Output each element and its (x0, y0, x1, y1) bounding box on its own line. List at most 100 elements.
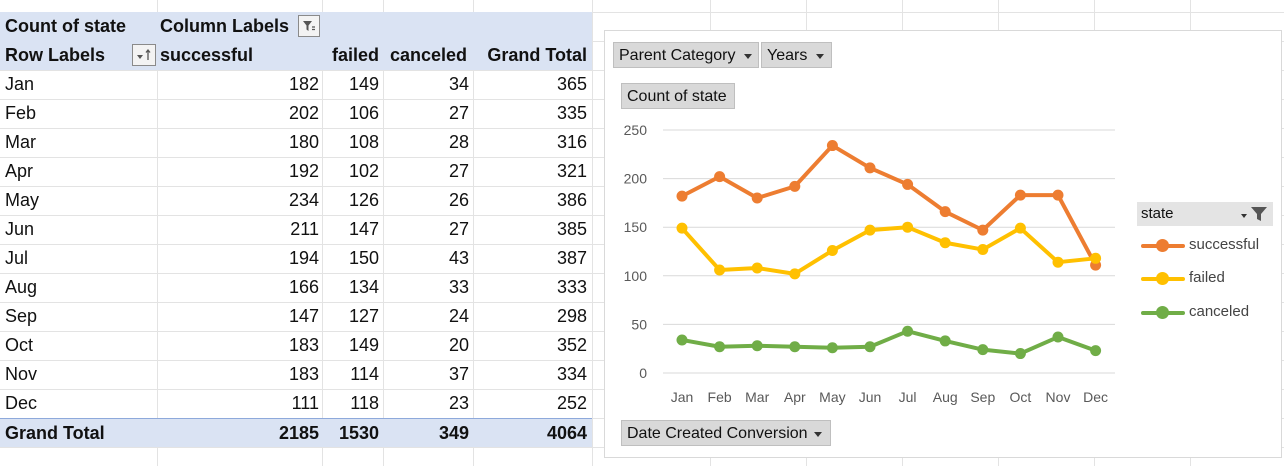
legend-label: canceled (1189, 303, 1250, 320)
chart-plot-area: 0 50 100 150 200 250 Jan Feb Mar Apr May Jun Jul Aug S… (624, 122, 1115, 405)
x-tick-label: Dec (1083, 389, 1108, 405)
row-label[interactable]: Nov (5, 364, 38, 384)
data-point-successful[interactable] (789, 180, 801, 192)
filter-dropdown-icon[interactable] (1239, 205, 1269, 223)
data-point-successful[interactable] (939, 206, 951, 218)
row-label[interactable]: Jul (5, 248, 29, 268)
pivot-value-cell: 149 (348, 335, 379, 355)
pivot-value-cell: 106 (348, 103, 379, 123)
data-point-failed[interactable] (1052, 256, 1064, 268)
data-point-canceled[interactable] (902, 325, 914, 337)
data-point-canceled[interactable] (826, 342, 838, 354)
data-point-successful[interactable] (751, 192, 763, 204)
pivot-value-cell: 37 (448, 364, 469, 384)
row-label[interactable]: Aug (5, 277, 38, 297)
data-point-failed[interactable] (902, 221, 914, 233)
pivot-row-aug: Aug 166 134 33 333 (0, 273, 592, 302)
x-tick-label: Jun (859, 389, 882, 405)
data-point-successful[interactable] (977, 224, 989, 236)
data-point-canceled[interactable] (789, 341, 801, 353)
data-point-successful[interactable] (864, 162, 876, 174)
data-point-failed[interactable] (789, 268, 801, 280)
data-point-failed[interactable] (676, 222, 688, 234)
pivot-row-feb: Feb 202 106 27 335 (0, 99, 592, 128)
column-header-failed[interactable]: failed (331, 45, 379, 65)
chevron-down-icon (744, 54, 752, 59)
row-label[interactable]: Jun (5, 219, 35, 239)
data-point-failed[interactable] (751, 262, 763, 274)
data-point-failed[interactable] (826, 245, 838, 257)
column-header-canceled[interactable]: canceled (389, 45, 467, 65)
pivot-value-cell: 114 (350, 364, 379, 384)
pivot-row-jan: Jan 182 149 34 365 (0, 70, 592, 99)
column-header-grand-total: Grand Total (487, 45, 587, 65)
row-label[interactable]: Sep (5, 306, 38, 326)
pivot-value-cell: 316 (556, 132, 587, 152)
pivot-value-cell: 298 (556, 306, 587, 326)
row-sort-icon[interactable] (132, 44, 156, 66)
years-filter-button[interactable]: Years (761, 42, 832, 68)
y-tick-label: 100 (624, 268, 648, 284)
series-line-successful[interactable] (680, 143, 1098, 268)
pivot-row-labels[interactable]: Row Labels (5, 45, 106, 65)
data-point-failed[interactable] (977, 244, 989, 256)
data-point-canceled[interactable] (977, 344, 989, 356)
pivot-value-cell: 23 (448, 393, 469, 413)
parent-category-filter-button[interactable]: Parent Category (613, 42, 759, 68)
x-tick-label: May (819, 389, 845, 405)
data-point-canceled[interactable] (751, 340, 763, 352)
total-canceled: 349 (438, 423, 469, 443)
column-header-successful[interactable]: successful (160, 45, 254, 65)
date-created-conversion-button[interactable]: Date Created Conversion (621, 420, 831, 446)
data-point-canceled[interactable] (714, 341, 726, 353)
y-tick-label: 50 (631, 316, 647, 332)
chevron-down-icon (816, 54, 824, 59)
pivot-value-field[interactable]: Count of state (5, 16, 126, 36)
data-point-canceled[interactable] (1090, 345, 1102, 357)
data-point-failed[interactable] (1090, 252, 1102, 264)
data-point-canceled[interactable] (1052, 331, 1064, 343)
pivot-value-cell: 386 (556, 190, 587, 210)
legend-title[interactable]: state (1137, 202, 1273, 226)
data-point-canceled[interactable] (1014, 348, 1026, 360)
row-label[interactable]: Oct (5, 335, 34, 355)
data-point-canceled[interactable] (864, 341, 876, 353)
data-point-successful[interactable] (676, 190, 688, 202)
data-point-successful[interactable] (1052, 189, 1064, 201)
pivot-grand-total-row: Grand Total 2185 1530 349 4064 (0, 418, 592, 447)
row-label[interactable]: Feb (5, 103, 37, 123)
row-label[interactable]: May (5, 190, 40, 210)
data-point-failed[interactable] (939, 237, 951, 249)
data-point-successful[interactable] (826, 140, 838, 152)
count-of-state-field-button[interactable]: Count of state (621, 83, 735, 109)
series-line-canceled[interactable] (680, 329, 1098, 356)
data-point-successful[interactable] (1014, 189, 1026, 201)
pivot-value-cell: 180 (288, 132, 319, 152)
data-point-successful[interactable] (714, 171, 726, 183)
y-tick-label: 150 (624, 219, 648, 235)
row-label[interactable]: Mar (5, 132, 36, 152)
pivot-value-cell: 27 (448, 219, 469, 239)
row-label[interactable]: Apr (5, 161, 34, 181)
row-label[interactable]: Dec (5, 393, 38, 413)
data-point-successful[interactable] (902, 178, 914, 190)
data-point-canceled[interactable] (939, 335, 951, 347)
data-point-failed[interactable] (864, 224, 876, 236)
data-point-failed[interactable] (1014, 222, 1026, 234)
pivot-chart[interactable]: 0 50 100 150 200 250 Jan Feb Mar Apr May Jun Jul Aug S… (604, 30, 1282, 458)
series-line-failed[interactable] (680, 225, 1098, 276)
column-filter-icon[interactable] (298, 15, 320, 37)
pivot-value-cell: 365 (556, 74, 587, 94)
pivot-value-cell: 252 (556, 393, 587, 413)
data-point-failed[interactable] (714, 264, 726, 276)
data-point-canceled[interactable] (676, 334, 688, 346)
pivot-column-labels[interactable]: Column Labels (160, 16, 290, 36)
count-of-state-label: Count of state (627, 88, 727, 105)
pivot-value-cell: 28 (448, 132, 469, 152)
row-label[interactable]: Jan (5, 74, 35, 94)
x-tick-label: Jan (671, 389, 694, 405)
x-tick-label: Mar (745, 389, 769, 405)
pivot-row-dec: Dec 111 118 23 252 (0, 389, 592, 418)
years-label: Years (767, 47, 808, 64)
pivot-value-cell: 352 (556, 335, 587, 355)
